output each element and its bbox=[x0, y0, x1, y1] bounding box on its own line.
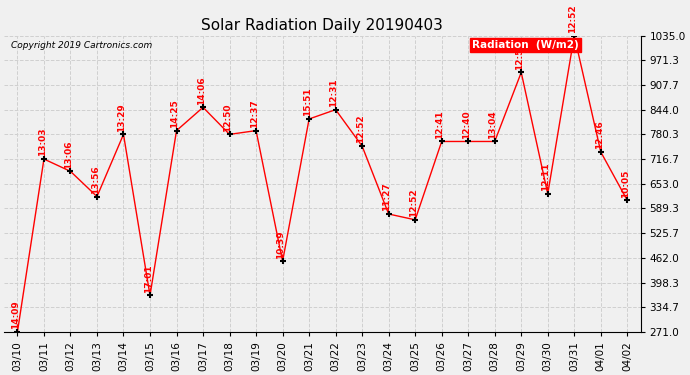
Text: 12:41: 12:41 bbox=[435, 110, 444, 139]
Text: 13:06: 13:06 bbox=[64, 140, 73, 168]
Text: 15:51: 15:51 bbox=[303, 88, 312, 116]
Text: 12:52: 12:52 bbox=[409, 188, 418, 217]
Text: 12:52: 12:52 bbox=[356, 115, 365, 143]
Text: 13:29: 13:29 bbox=[117, 103, 126, 132]
Title: Solar Radiation Daily 20190403: Solar Radiation Daily 20190403 bbox=[201, 18, 443, 33]
Text: 12:52: 12:52 bbox=[515, 41, 524, 70]
Text: 12:40: 12:40 bbox=[462, 110, 471, 139]
Text: Radiation  (W/m2): Radiation (W/m2) bbox=[472, 40, 579, 50]
Text: 14:25: 14:25 bbox=[170, 99, 179, 128]
Text: 12:11: 12:11 bbox=[542, 162, 551, 191]
Text: 13:04: 13:04 bbox=[489, 110, 497, 139]
Text: 12:31: 12:31 bbox=[329, 78, 338, 107]
Text: 17:01: 17:01 bbox=[144, 264, 152, 293]
Text: 12:37: 12:37 bbox=[250, 99, 259, 128]
Text: 14:06: 14:06 bbox=[197, 76, 206, 105]
Text: 12:52: 12:52 bbox=[568, 4, 577, 33]
Text: 10:39: 10:39 bbox=[277, 230, 286, 258]
Text: 12:46: 12:46 bbox=[595, 120, 604, 149]
Text: 14:09: 14:09 bbox=[11, 300, 20, 329]
Text: 11:27: 11:27 bbox=[382, 183, 391, 211]
Text: 13:56: 13:56 bbox=[91, 165, 100, 194]
Text: 10:05: 10:05 bbox=[621, 169, 630, 198]
Text: 13:03: 13:03 bbox=[38, 128, 47, 156]
Text: 12:50: 12:50 bbox=[224, 103, 233, 132]
Text: Copyright 2019 Cartronics.com: Copyright 2019 Cartronics.com bbox=[10, 42, 152, 51]
